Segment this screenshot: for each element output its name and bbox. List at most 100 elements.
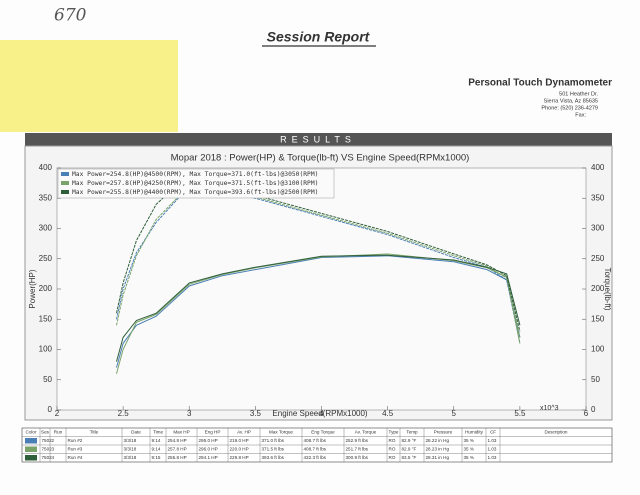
y2-tick-label: 150 bbox=[591, 314, 605, 323]
table-cell: 393.6 ft lbs bbox=[262, 455, 285, 460]
table-cell: 4 bbox=[52, 455, 55, 460]
legend-entry: Max Power=257.8(HP)@4250(RPM), Max Torqu… bbox=[72, 180, 318, 187]
table-header: Color bbox=[26, 429, 37, 434]
y2-tick-label: 300 bbox=[591, 224, 605, 233]
table-cell: 7502 bbox=[42, 438, 53, 443]
results-bar bbox=[25, 133, 612, 146]
table-header: Title bbox=[90, 429, 99, 434]
table-cell: 82.9 °F bbox=[402, 446, 417, 451]
table-cell: 3/3/18 bbox=[124, 438, 137, 443]
table-cell: 251.7 ft lbs bbox=[346, 446, 369, 451]
color-swatch bbox=[25, 446, 37, 452]
x-tick-label: 3.5 bbox=[250, 409, 262, 418]
table-header: Ses bbox=[41, 429, 50, 434]
table-cell: 371.5 ft lbs bbox=[262, 446, 285, 451]
table-cell: Run #2 bbox=[68, 438, 83, 443]
table-cell: 28.23 in Hg bbox=[426, 446, 450, 451]
power-line bbox=[116, 254, 521, 362]
table-cell: RO bbox=[389, 446, 396, 451]
y2-tick-label: 0 bbox=[591, 405, 596, 414]
table-cell: 432.3 ft lbs bbox=[304, 455, 327, 460]
table-cell: 295.0 HP bbox=[199, 438, 218, 443]
table-cell: RO bbox=[389, 455, 396, 460]
x-unit: x10^3 bbox=[540, 405, 559, 412]
table-cell: 252.9 ft lbs bbox=[346, 438, 369, 443]
y2-axis-label: Torque(lb-ft) bbox=[603, 267, 612, 310]
x-tick-label: 4.5 bbox=[382, 409, 394, 418]
torque-line bbox=[116, 185, 521, 344]
table-header: Type bbox=[389, 429, 399, 434]
legend-swatch bbox=[61, 172, 69, 176]
address-line: Sierra Vista, Az 85635 bbox=[544, 98, 598, 104]
table-cell: 35 % bbox=[464, 438, 474, 443]
legend-entry: Max Power=254.8(HP)@4500(RPM), Max Torqu… bbox=[72, 171, 318, 178]
table-cell: 7502 bbox=[42, 455, 53, 460]
legend-entry: Max Power=255.8(HP)@4400(RPM), Max Torqu… bbox=[72, 189, 318, 196]
table-cell: 408.7 ft lbs bbox=[304, 446, 327, 451]
table-cell: 35 % bbox=[464, 455, 474, 460]
y2-tick-label: 100 bbox=[591, 345, 605, 354]
x-axis-label: Engine Speed(RPMx1000) bbox=[272, 409, 368, 418]
y-tick-label: 350 bbox=[39, 193, 53, 202]
legend-box bbox=[57, 168, 335, 199]
table-cell: 296.0 HP bbox=[199, 446, 218, 451]
address-line: 501 Heather Dr. bbox=[559, 91, 598, 97]
plot-area bbox=[56, 167, 587, 411]
table-cell: 254.8 HP bbox=[168, 438, 187, 443]
y2-tick-label: 400 bbox=[591, 163, 605, 172]
table-cell: 28.22 in Hg bbox=[426, 438, 450, 443]
y-axis-label: Power(HP) bbox=[28, 269, 37, 308]
table-cell: 9:14 bbox=[152, 438, 161, 443]
table-header: Temp bbox=[406, 429, 418, 434]
power-line bbox=[116, 255, 521, 368]
chart-title: Mopar 2018 : Power(HP) & Torque(lb-ft) V… bbox=[171, 153, 470, 164]
table-cell: 7502 bbox=[42, 446, 53, 451]
y-tick-label: 200 bbox=[39, 284, 53, 293]
x-tick-label: 6 bbox=[584, 409, 589, 418]
table-cell: 300.9 ft lbs bbox=[346, 455, 369, 460]
table-header: Av. Torque bbox=[355, 429, 377, 434]
table-header: Humidity bbox=[465, 429, 484, 434]
y-tick-label: 50 bbox=[43, 375, 52, 384]
table-header: Date bbox=[131, 429, 141, 434]
y-tick-label: 400 bbox=[39, 163, 53, 172]
table-cell: 3 bbox=[52, 446, 55, 451]
company-name: Personal Touch Dynamometer bbox=[468, 78, 612, 89]
table-header: Description bbox=[545, 429, 568, 434]
y2-tick-label: 350 bbox=[591, 193, 605, 202]
address-line: Fax: bbox=[575, 112, 586, 118]
table-header: Av. HP bbox=[237, 429, 251, 434]
y2-tick-label: 50 bbox=[591, 375, 600, 384]
table-cell: 1.03 bbox=[488, 446, 497, 451]
x-tick-label: 2.5 bbox=[118, 409, 130, 418]
y2-tick-label: 200 bbox=[591, 284, 605, 293]
table-cell: 9:14 bbox=[152, 446, 161, 451]
table-cell: 408.7 ft lbs bbox=[304, 438, 327, 443]
table-cell: 3/3/18 bbox=[124, 455, 137, 460]
table-cell: 82.9 °F bbox=[402, 438, 417, 443]
x-tick-label: 2 bbox=[55, 409, 60, 418]
table-header: Eng Torque bbox=[311, 429, 335, 434]
torque-line bbox=[116, 173, 521, 332]
color-swatch bbox=[25, 455, 37, 461]
handwritten-note: 670 bbox=[54, 6, 87, 26]
table-cell: 1.03 bbox=[488, 438, 497, 443]
power-line bbox=[116, 253, 521, 374]
table-header: Eng HP bbox=[205, 429, 221, 434]
y-tick-label: 0 bbox=[48, 405, 53, 414]
color-swatch bbox=[25, 438, 37, 444]
y-tick-label: 100 bbox=[39, 345, 53, 354]
x-tick-label: 3 bbox=[187, 409, 192, 418]
table-cell: 255.8 HP bbox=[168, 455, 187, 460]
y2-tick-label: 250 bbox=[591, 254, 605, 263]
x-tick-label: 5 bbox=[452, 409, 457, 418]
table-header: Max HP bbox=[173, 429, 189, 434]
address-line: Phone: (520) 236-4279 bbox=[541, 105, 598, 111]
table-cell: 371.0 ft lbs bbox=[262, 438, 285, 443]
table-cell: RO bbox=[389, 438, 396, 443]
table-header: CF bbox=[490, 429, 496, 434]
table-cell: Run #4 bbox=[68, 455, 83, 460]
table-cell: 9:15 bbox=[152, 455, 161, 460]
y-tick-label: 250 bbox=[39, 254, 53, 263]
